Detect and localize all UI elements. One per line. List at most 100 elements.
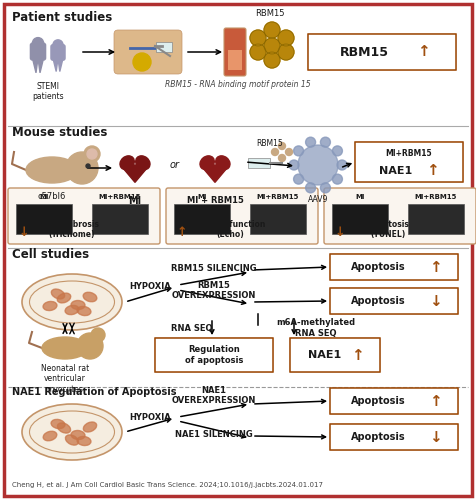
Polygon shape bbox=[120, 165, 149, 182]
Text: RNA SEQ: RNA SEQ bbox=[171, 324, 213, 332]
Ellipse shape bbox=[120, 156, 134, 170]
Circle shape bbox=[32, 38, 44, 49]
FancyBboxPatch shape bbox=[166, 188, 318, 244]
Circle shape bbox=[294, 146, 304, 156]
Text: NAE1 SILENCING: NAE1 SILENCING bbox=[175, 430, 253, 439]
FancyBboxPatch shape bbox=[330, 254, 458, 280]
Text: RBM15: RBM15 bbox=[255, 9, 285, 18]
Circle shape bbox=[264, 38, 280, 54]
FancyBboxPatch shape bbox=[355, 142, 463, 182]
FancyBboxPatch shape bbox=[174, 204, 230, 234]
Text: ↑: ↑ bbox=[351, 348, 364, 362]
Text: c57bl6: c57bl6 bbox=[38, 192, 66, 201]
Text: RBM15: RBM15 bbox=[257, 139, 283, 148]
Text: Regulation
of apoptosis: Regulation of apoptosis bbox=[185, 346, 243, 364]
FancyBboxPatch shape bbox=[92, 204, 148, 234]
Text: MI+RBM15: MI+RBM15 bbox=[257, 194, 299, 200]
Ellipse shape bbox=[43, 302, 57, 310]
Polygon shape bbox=[53, 58, 58, 71]
Text: or: or bbox=[170, 160, 180, 170]
Ellipse shape bbox=[71, 430, 85, 440]
Text: Apoptosis: Apoptosis bbox=[351, 432, 406, 442]
Polygon shape bbox=[38, 58, 44, 73]
Text: RBM15 - RNA binding motif protein 15: RBM15 - RNA binding motif protein 15 bbox=[165, 80, 311, 89]
Circle shape bbox=[306, 137, 316, 147]
FancyBboxPatch shape bbox=[330, 388, 458, 414]
FancyBboxPatch shape bbox=[228, 50, 242, 70]
Text: MI+RBM15: MI+RBM15 bbox=[386, 148, 432, 158]
Circle shape bbox=[337, 160, 347, 170]
Ellipse shape bbox=[57, 293, 71, 303]
Text: NAE1 Regulation of Apoptosis: NAE1 Regulation of Apoptosis bbox=[12, 387, 177, 397]
Circle shape bbox=[53, 40, 63, 50]
Text: Cheng H, et al. J Am Coll Cardiol Basic Trans Science. 2024;10.1016/j.jacbts.202: Cheng H, et al. J Am Coll Cardiol Basic … bbox=[12, 482, 323, 488]
Text: ↑: ↑ bbox=[177, 226, 187, 239]
Ellipse shape bbox=[136, 156, 150, 170]
Text: ↓: ↓ bbox=[19, 226, 29, 239]
Ellipse shape bbox=[22, 274, 122, 330]
FancyBboxPatch shape bbox=[156, 42, 172, 52]
Text: ↓: ↓ bbox=[428, 430, 441, 444]
Ellipse shape bbox=[83, 292, 97, 302]
FancyBboxPatch shape bbox=[308, 34, 456, 70]
FancyBboxPatch shape bbox=[16, 204, 72, 234]
Ellipse shape bbox=[65, 435, 79, 445]
Text: RBM15
OVEREXPRESSION: RBM15 OVEREXPRESSION bbox=[172, 280, 256, 300]
Ellipse shape bbox=[42, 337, 88, 359]
Circle shape bbox=[250, 44, 266, 60]
Ellipse shape bbox=[77, 306, 91, 316]
Ellipse shape bbox=[51, 420, 65, 428]
FancyBboxPatch shape bbox=[4, 4, 472, 496]
Text: Patient studies: Patient studies bbox=[12, 11, 112, 24]
Text: Cell studies: Cell studies bbox=[12, 248, 89, 261]
Text: AAV9: AAV9 bbox=[308, 195, 328, 204]
Polygon shape bbox=[58, 58, 63, 71]
Ellipse shape bbox=[26, 157, 78, 183]
Circle shape bbox=[250, 30, 266, 46]
Circle shape bbox=[289, 160, 299, 170]
Polygon shape bbox=[200, 165, 229, 182]
Ellipse shape bbox=[71, 300, 85, 310]
Text: HYPOXIA: HYPOXIA bbox=[129, 282, 171, 291]
FancyBboxPatch shape bbox=[30, 43, 46, 60]
Text: NAE1: NAE1 bbox=[307, 350, 341, 360]
Text: ↑: ↑ bbox=[428, 394, 441, 408]
Text: Apoptosis: Apoptosis bbox=[351, 262, 406, 272]
Text: m6A-methylated
RNA SEQ: m6A-methylated RNA SEQ bbox=[277, 318, 356, 338]
Text: Apoptosis: Apoptosis bbox=[351, 296, 406, 306]
Circle shape bbox=[332, 174, 342, 184]
Ellipse shape bbox=[83, 422, 97, 432]
Circle shape bbox=[278, 44, 294, 60]
Text: NAE1: NAE1 bbox=[379, 166, 413, 176]
Circle shape bbox=[278, 30, 294, 46]
Ellipse shape bbox=[200, 156, 214, 170]
Text: Apoptosis
(TUNEL): Apoptosis (TUNEL) bbox=[367, 220, 409, 239]
Circle shape bbox=[133, 53, 151, 71]
Text: MI: MI bbox=[198, 194, 207, 200]
FancyBboxPatch shape bbox=[114, 30, 182, 74]
FancyBboxPatch shape bbox=[330, 288, 458, 314]
Circle shape bbox=[320, 137, 330, 147]
Text: RBM15: RBM15 bbox=[340, 46, 389, 59]
Text: MI+RBM15: MI+RBM15 bbox=[415, 194, 457, 200]
Ellipse shape bbox=[51, 289, 65, 299]
Text: MI+RBM15: MI+RBM15 bbox=[99, 194, 141, 200]
FancyBboxPatch shape bbox=[155, 338, 273, 372]
Text: RBM15 SILENCING: RBM15 SILENCING bbox=[171, 264, 257, 273]
Text: MI + RBM15: MI + RBM15 bbox=[187, 196, 243, 205]
Text: Mouse studies: Mouse studies bbox=[12, 126, 108, 139]
Circle shape bbox=[298, 145, 338, 185]
Circle shape bbox=[271, 148, 278, 156]
Circle shape bbox=[332, 146, 342, 156]
FancyBboxPatch shape bbox=[248, 158, 270, 168]
Circle shape bbox=[84, 146, 100, 162]
Text: MI: MI bbox=[129, 196, 141, 206]
Circle shape bbox=[306, 183, 316, 193]
Text: ↑: ↑ bbox=[417, 44, 430, 60]
Text: ↓: ↓ bbox=[335, 226, 345, 239]
Text: MI: MI bbox=[40, 194, 49, 200]
Text: ↑: ↑ bbox=[428, 260, 441, 274]
Text: Apoptosis: Apoptosis bbox=[351, 396, 406, 406]
Text: MI: MI bbox=[355, 194, 365, 200]
Ellipse shape bbox=[77, 436, 91, 446]
